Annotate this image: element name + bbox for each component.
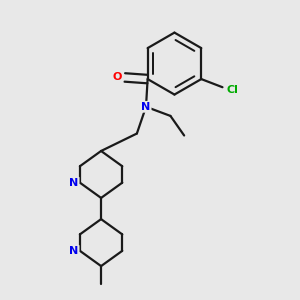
Text: N: N (141, 102, 151, 112)
Text: O: O (113, 72, 122, 82)
Text: Cl: Cl (227, 85, 239, 95)
Text: N: N (69, 178, 79, 188)
Text: N: N (69, 246, 79, 256)
